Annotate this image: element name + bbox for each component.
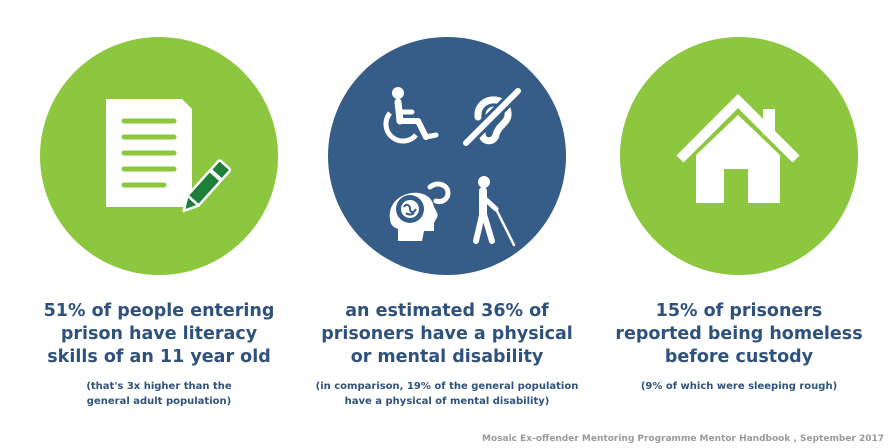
mental-health-head-icon [389,181,451,241]
disability-note: (in comparison, 19% of the general popul… [315,381,579,407]
literacy-note: (that's 3x higher than the general adult… [86,381,232,407]
literacy-headline: 51% of people entering prison have liter… [43,301,275,367]
blind-person-cane-icon [473,176,516,247]
homeless-headline: 15% of prisoners reported being homeless… [615,301,863,367]
hearing-impaired-icon [461,86,523,148]
disability-stat-circle [328,37,566,275]
house-icon [676,93,800,203]
literacy-stat-circle [40,37,278,275]
disability-headline: an estimated 36% of prisoners have a phy… [321,301,573,367]
homeless-note: (9% of which were sleeping rough) [640,381,838,392]
homeless-stat-circle [620,37,858,275]
source-citation: Mosaic Ex-offender Mentoring Programme M… [482,434,884,444]
document-pen-icon [106,99,232,213]
wheelchair-icon [383,87,439,144]
